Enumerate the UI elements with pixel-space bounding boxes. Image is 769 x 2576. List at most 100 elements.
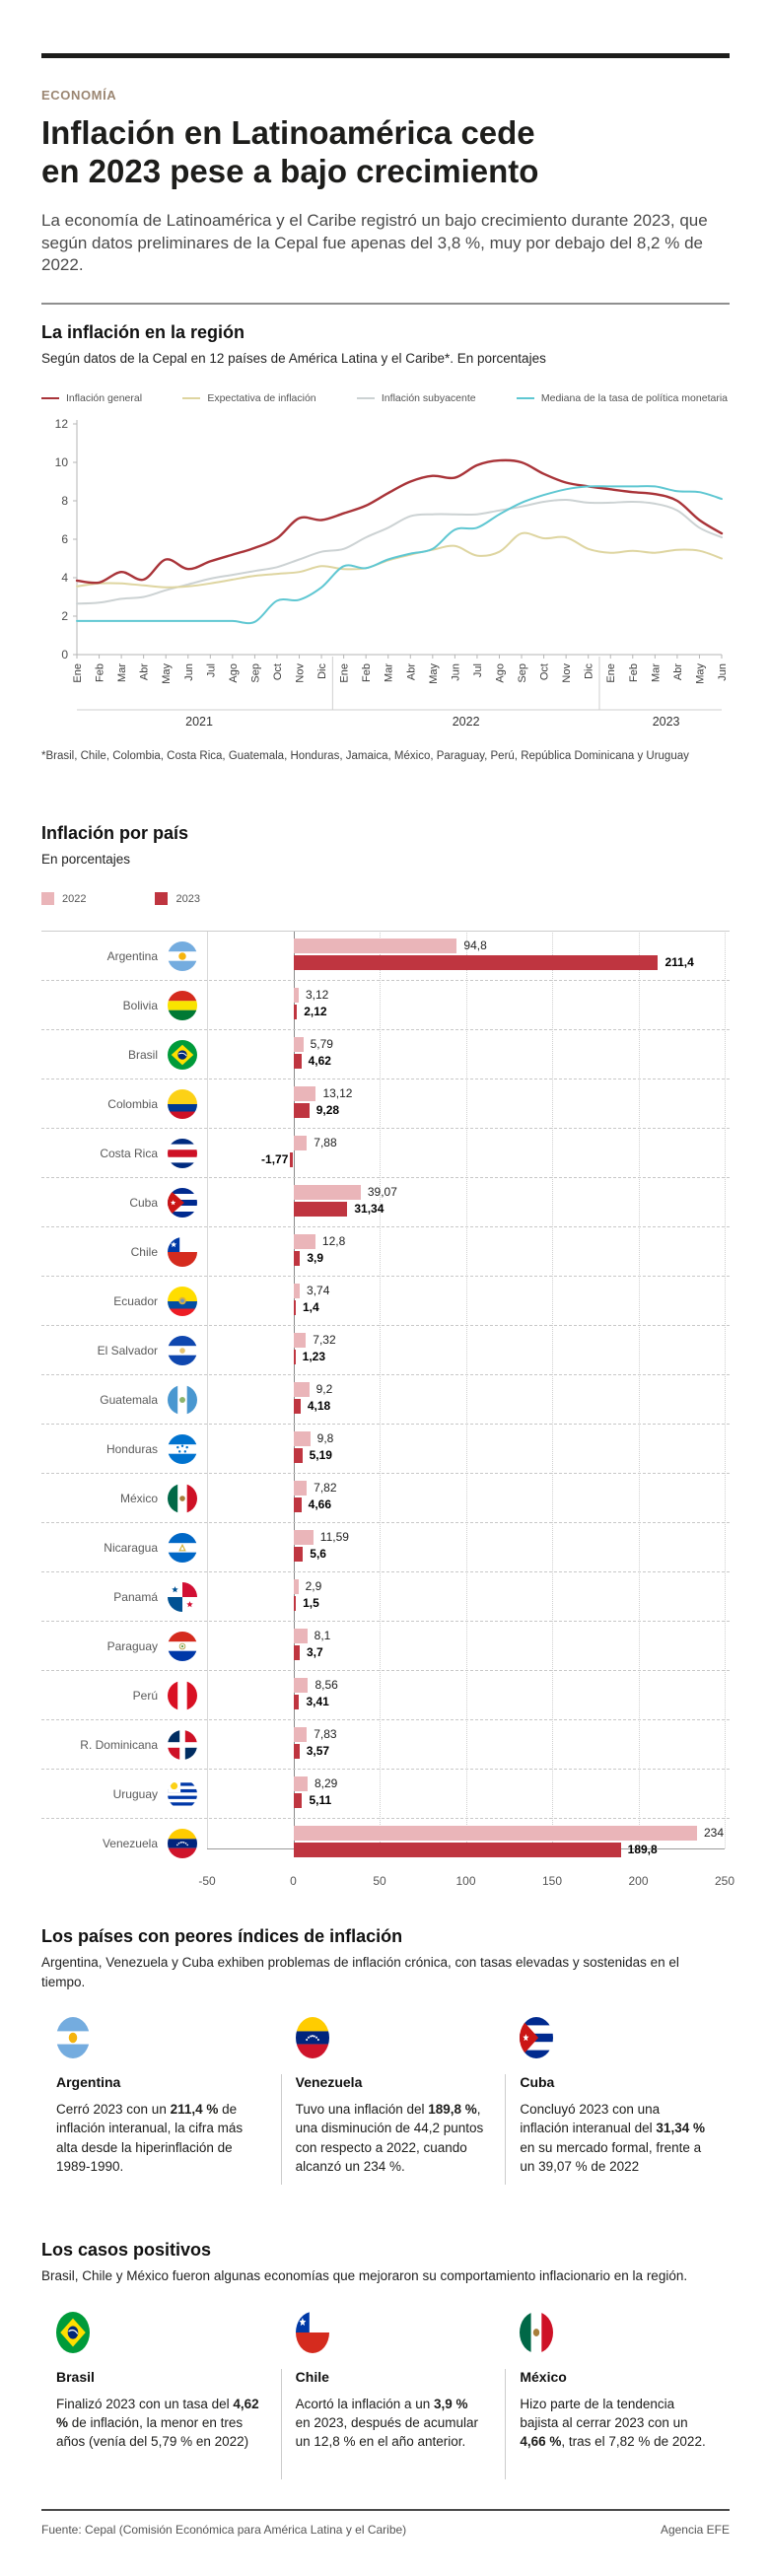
bar-value-2022: 234 xyxy=(704,1826,725,1841)
legend-swatch-2023 xyxy=(155,892,169,906)
intro-paragraph: La economía de Latinoamérica y el Caribe… xyxy=(41,211,708,275)
bar-value-2023: 9,28 xyxy=(315,1103,340,1118)
bar-row-bolivia: Bolivia 3,12 2,12 xyxy=(41,981,730,1031)
bar-plot: 7,88 -1,77 xyxy=(207,1129,730,1177)
svg-text:Sep: Sep xyxy=(517,663,528,683)
honduras-flag-icon xyxy=(158,1433,207,1464)
bar-chart-title: Inflación por país xyxy=(41,822,189,843)
svg-text:8: 8 xyxy=(61,494,68,508)
country-card-argentina: Argentina Cerró 2023 con un 211,4 % de in… xyxy=(56,2017,281,2185)
bar-row-colombia: Colombia 13,12 9,28 xyxy=(41,1079,730,1130)
country-label: Chile xyxy=(130,1244,158,1259)
card-text: México Hizo parte de la tendencia bajista… xyxy=(505,2368,708,2479)
bar-value-2022: 3,74 xyxy=(307,1284,330,1298)
bar-value-2023: 4,66 xyxy=(308,1497,331,1512)
bar-plot: 7,82 4,66 xyxy=(207,1474,730,1522)
bolivia-flag-icon xyxy=(158,990,207,1020)
bar-value-2022: 7,32 xyxy=(313,1333,336,1348)
country-label: R. Dominicana xyxy=(80,1737,158,1752)
worst-section-subtitle: Argentina, Venezuela y Cuba exhiben prob… xyxy=(41,1955,679,1989)
positive-section-subtitle: Brasil, Chile y México fueron algunas ec… xyxy=(41,2268,688,2284)
bar-plot: 9,8 5,19 xyxy=(207,1425,730,1473)
panam-flag-icon xyxy=(158,1581,207,1612)
legend-line-swatch xyxy=(182,396,201,399)
bar-2023 xyxy=(293,1843,621,1858)
country-label: México xyxy=(119,1491,158,1505)
card-country-name: Chile xyxy=(295,2368,329,2385)
region-line-chart: 0 2 4 6 8 10 12 Ene Feb Mar Abr May Jun Jul Ago Sep Oct N… xyxy=(35,410,730,742)
bar-2023 xyxy=(293,1695,300,1710)
r-dominicana-flag-icon xyxy=(158,1729,207,1760)
bar-plot: 94,8 211,4 xyxy=(207,932,730,980)
svg-text:May: May xyxy=(428,662,440,683)
bar-2023 xyxy=(293,1645,300,1661)
gridline-50 xyxy=(380,931,381,1849)
bar-row-m-xico: México 7,82 4,66 xyxy=(41,1474,730,1524)
m-xico-flag-icon xyxy=(158,1483,207,1513)
svg-text:Feb: Feb xyxy=(628,663,640,682)
country-bar-chart: Argentina 94,8 211,4 Bolivia 3,12 2,12 Brasil 5… xyxy=(41,931,734,1893)
svg-text:Abr: Abr xyxy=(672,662,684,679)
bar-chart-legend: 2022 2023 xyxy=(41,892,730,906)
bar-row-brasil: Brasil 5,79 4,62 xyxy=(41,1030,730,1080)
bar-plot: 12,8 3,9 xyxy=(207,1227,730,1276)
legend-item-inflaci-n-subyacente: Inflación subyacente xyxy=(356,392,476,404)
country-label: Bolivia xyxy=(122,998,158,1012)
brasil-flag-icon xyxy=(56,2311,259,2353)
svg-text:Ago: Ago xyxy=(228,663,240,683)
svg-text:Feb: Feb xyxy=(95,663,106,682)
bar-2022 xyxy=(293,1579,299,1595)
bar-2022 xyxy=(293,1333,307,1349)
card-country-name: México xyxy=(520,2368,567,2385)
country-label: Perú xyxy=(132,1688,158,1703)
bar-value-2022: 2,9 xyxy=(305,1579,322,1594)
venezuela-flag-icon xyxy=(158,1828,207,1858)
agency-credit: Agencia EFE xyxy=(660,2522,730,2537)
country-label: Nicaragua xyxy=(104,1540,158,1555)
svg-text:0: 0 xyxy=(61,648,68,661)
bar-value-2023: 211,4 xyxy=(664,955,694,970)
positive-cases-section: Los casos positivos Brasil, Chile y Méxi… xyxy=(41,2240,730,2479)
bar-plot: 2,9 1,5 xyxy=(207,1572,730,1621)
bar-value-2023: 31,34 xyxy=(354,1202,384,1217)
bar-2022 xyxy=(293,1530,314,1546)
svg-text:May: May xyxy=(694,662,706,683)
nicaragua-flag-icon xyxy=(158,1532,207,1563)
legend-swatch-2022 xyxy=(41,892,54,906)
svg-text:Nov: Nov xyxy=(295,662,307,682)
bar-value-2023: 1,23 xyxy=(302,1350,325,1364)
country-label: Paraguay xyxy=(106,1638,158,1653)
gridline--50 xyxy=(207,931,208,1849)
card-body: Tuvo una inflación del 189,8 %, una dism… xyxy=(295,2102,484,2174)
card-text: Chile Acortó la inflación a un 3,9 % en 2… xyxy=(280,2368,484,2479)
bar-plot: 11,59 5,6 xyxy=(207,1523,730,1571)
card-country-name: Brasil xyxy=(56,2368,95,2385)
ecuador-flag-icon xyxy=(158,1286,207,1316)
svg-text:Jul: Jul xyxy=(472,663,484,677)
bar-2023 xyxy=(293,1202,348,1218)
legend-item-2023: 2023 xyxy=(155,892,200,906)
bar-2023 xyxy=(293,1793,303,1809)
bar-2022 xyxy=(293,1234,315,1250)
bar-2023 xyxy=(293,1054,302,1070)
legend-label: Mediana de la tasa de política monetaria xyxy=(540,391,728,404)
bar-value-2023: 1,4 xyxy=(302,1300,319,1315)
source-credit: Fuente: Cepal (Comisión Económica para A… xyxy=(41,2522,407,2537)
chile-flag-icon xyxy=(295,2311,484,2353)
bar-x-axis: -50 0 50 100 150 200 250 xyxy=(198,1867,734,1893)
bar-value-2022: 12,8 xyxy=(321,1234,346,1249)
bar-plot: 234 189,8 xyxy=(207,1819,730,1867)
svg-text:Ene: Ene xyxy=(605,663,617,683)
argentina-flag-icon xyxy=(158,940,207,971)
svg-text:10: 10 xyxy=(55,455,69,469)
bar-2023 xyxy=(293,1005,298,1020)
bar-value-2023: 4,62 xyxy=(308,1054,331,1069)
svg-text:Abr: Abr xyxy=(139,662,151,679)
svg-text:Abr: Abr xyxy=(405,662,417,679)
bar-row-nicaragua: Nicaragua 11,59 5,6 xyxy=(41,1523,730,1573)
page-title: Inflación en Latinoamérica cede en 2023 … xyxy=(41,114,539,189)
legend-line-swatch xyxy=(516,396,534,399)
legend-label: Expectativa de inflación xyxy=(207,391,316,404)
country-label: Brasil xyxy=(127,1047,158,1062)
